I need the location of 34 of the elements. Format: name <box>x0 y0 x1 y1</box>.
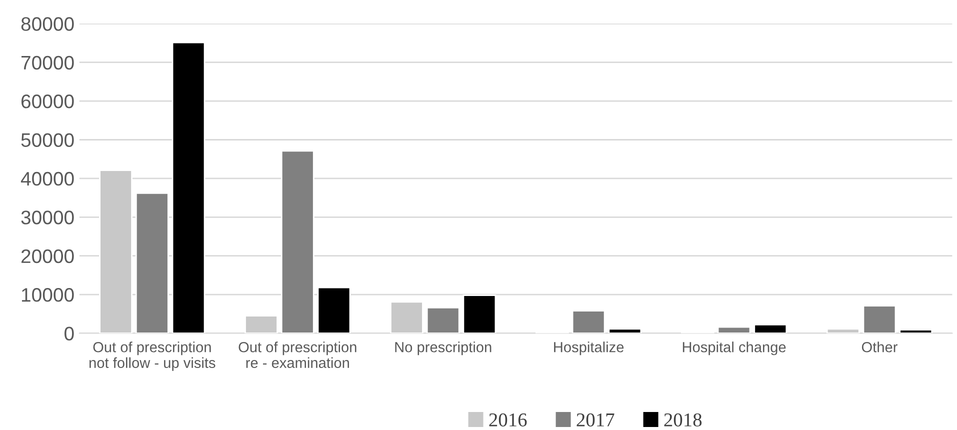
y-tick-label: 50000 <box>21 133 74 147</box>
y-tick-label: 60000 <box>21 94 74 108</box>
bar <box>280 150 314 334</box>
y-tick-label: 80000 <box>21 17 74 31</box>
x-tick-label: Other <box>862 342 898 352</box>
x-tick-label: Hospitalize <box>554 342 624 356</box>
y-tick-label: 10000 <box>22 288 74 302</box>
x-tick-label: Out of prescription re - examination <box>238 342 356 368</box>
bar <box>862 305 896 334</box>
legend-label: 2016 <box>489 413 527 426</box>
bar <box>135 192 169 334</box>
y-tick-label: 20000 <box>21 249 74 264</box>
bar <box>899 329 933 334</box>
x-tick-label: Hospital change <box>682 342 786 356</box>
legend-label: 2017 <box>576 413 614 426</box>
bar <box>317 286 351 334</box>
bar <box>462 294 496 334</box>
y-tick-label: 30000 <box>21 210 74 224</box>
bar <box>754 324 788 334</box>
bar <box>826 328 860 334</box>
bar <box>99 170 132 334</box>
y-tick-label: 40000 <box>20 172 74 186</box>
bar <box>244 315 278 334</box>
bar <box>426 307 460 334</box>
bar <box>572 310 606 334</box>
bar <box>172 42 206 334</box>
x-tick-label: No prescription <box>395 342 492 356</box>
x-tick-label: Out of prescription not follow - up visits <box>90 342 216 371</box>
y-tick-label: 0 <box>64 326 74 340</box>
bar <box>717 326 751 334</box>
y-tick-label: 70000 <box>22 56 74 70</box>
bar <box>390 301 424 334</box>
legend-label: 2018 <box>664 413 702 426</box>
bar <box>608 328 642 334</box>
